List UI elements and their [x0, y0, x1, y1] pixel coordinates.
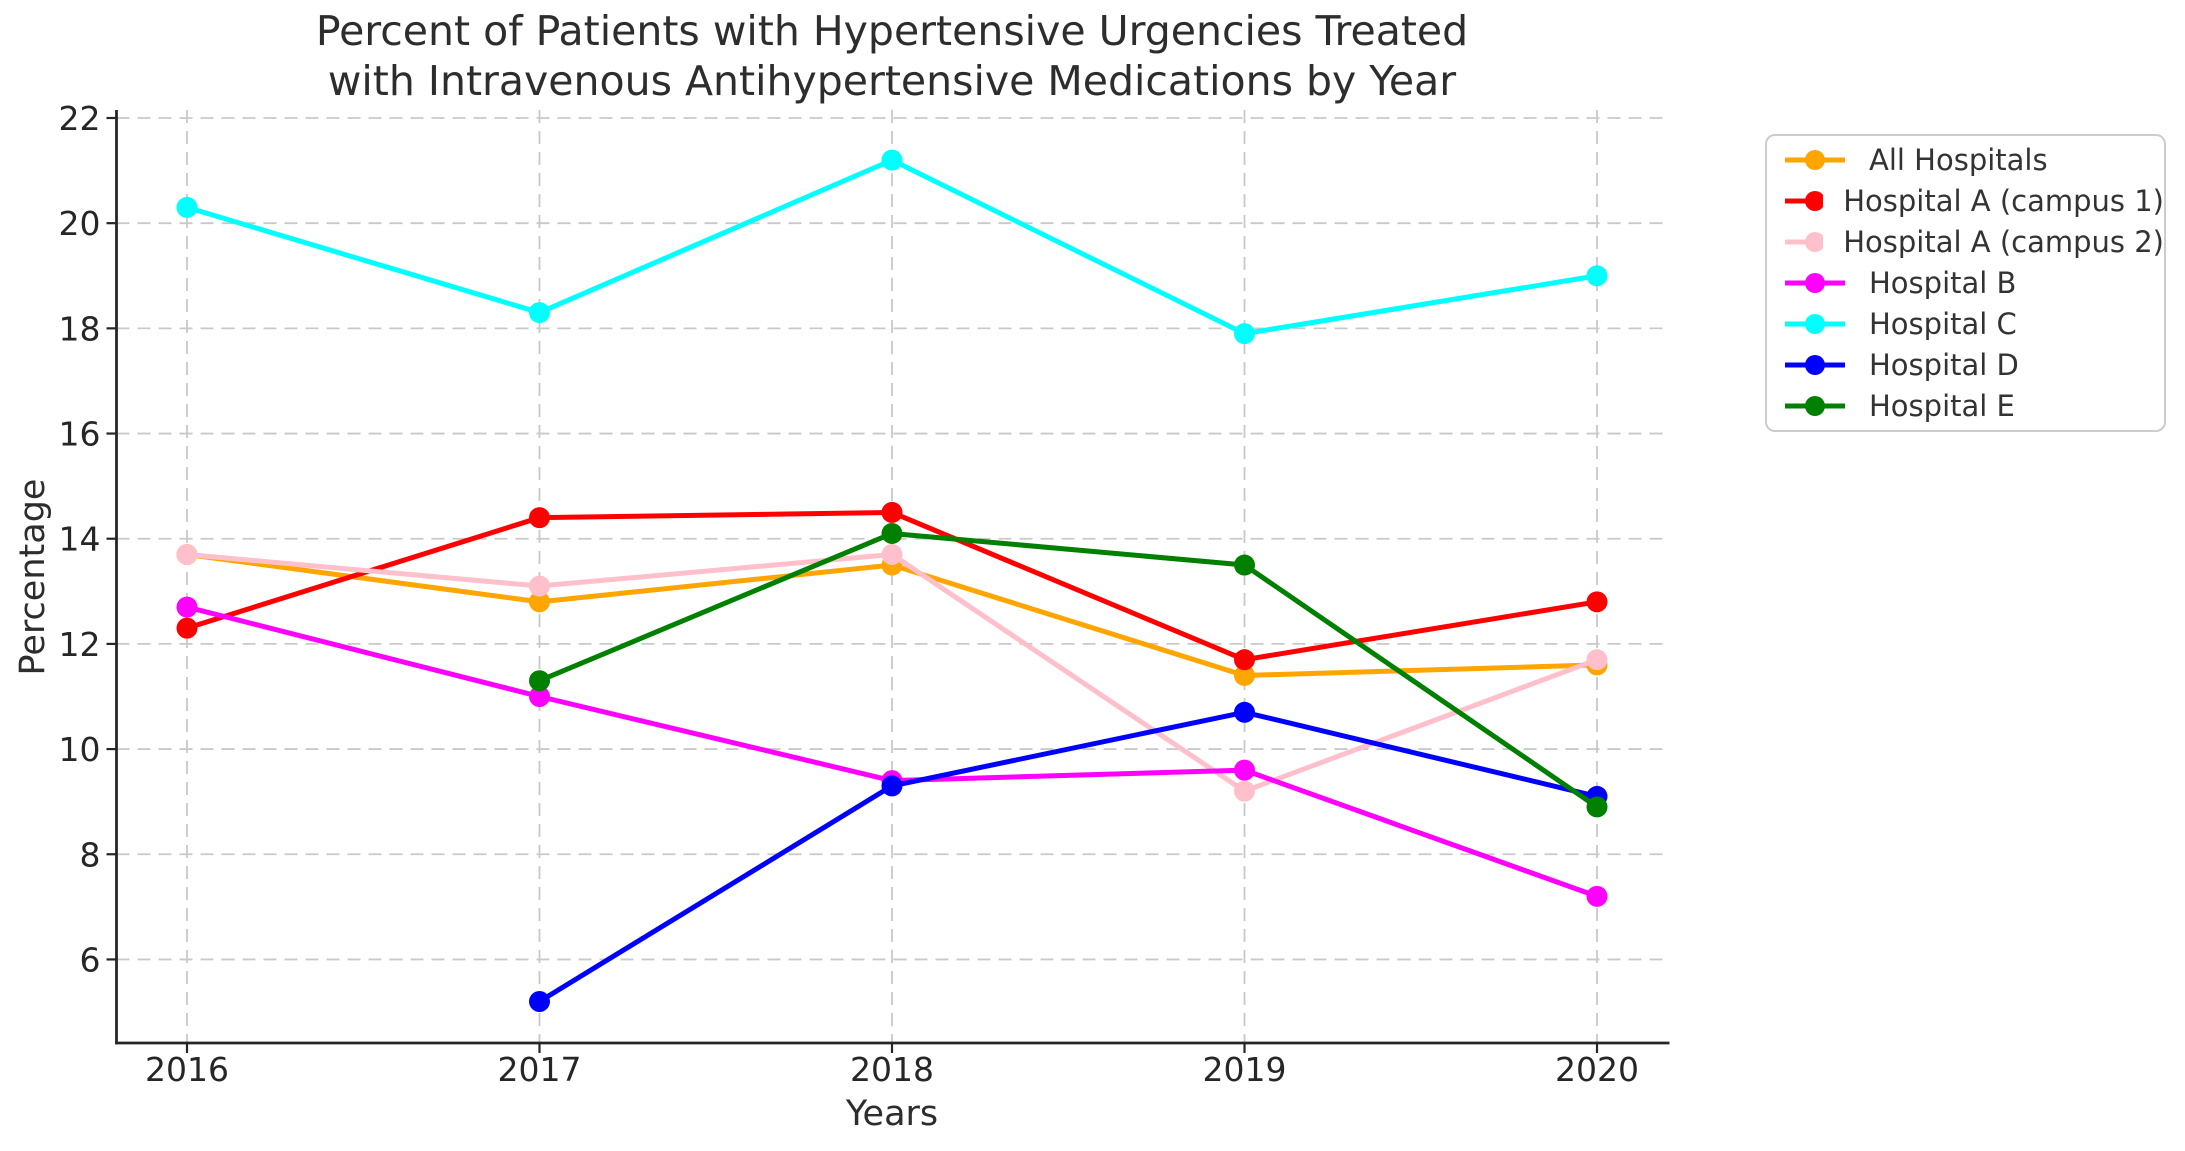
y-tick-label: 20 — [59, 204, 101, 243]
legend-label: Hospital B — [1869, 266, 2017, 300]
data-point-marker — [529, 302, 550, 324]
data-point-marker — [1586, 649, 1608, 671]
data-point-marker — [1234, 649, 1255, 671]
series-hospital-c — [176, 149, 1608, 345]
legend-item-hospital-c: Hospital C — [1781, 303, 2164, 344]
data-point-marker — [1586, 591, 1608, 613]
legend-swatch-marker — [1805, 395, 1825, 416]
legend-item-hospital-a-campus-2: Hospital A (campus 2) — [1781, 222, 2164, 263]
legend-item-all-hospitals: All Hospitals — [1781, 140, 2164, 181]
legend-item-hospital-e: Hospital E — [1781, 385, 2164, 426]
legend: All Hospitals Hospital A (campus 1) Hospit… — [1765, 134, 2166, 432]
data-point-marker — [1234, 701, 1255, 723]
data-point-marker — [529, 991, 550, 1013]
data-point-marker — [529, 507, 550, 529]
series-line — [537, 709, 1600, 1005]
data-point-marker — [881, 775, 903, 797]
data-point-marker — [881, 149, 903, 171]
y-axis-label: Percentage — [13, 478, 53, 676]
y-tick-label: 12 — [59, 625, 101, 664]
x-tick-label: 2020 — [1555, 1050, 1639, 1089]
legend-swatch-marker — [1805, 273, 1825, 293]
data-point-marker — [529, 670, 550, 692]
legend-label: All Hospitals — [1869, 143, 2048, 178]
legend-swatch-icon — [1785, 395, 1845, 416]
legend-swatch-icon — [1785, 354, 1845, 375]
data-point-marker — [1234, 664, 1255, 686]
legend-swatch-icon — [1785, 313, 1845, 334]
legend-swatch-marker — [1805, 150, 1825, 171]
series-hospital-a-campus-2 — [176, 543, 1608, 802]
legend-label: Hospital D — [1869, 347, 2019, 382]
data-point-marker — [1586, 885, 1608, 907]
data-point-marker — [176, 617, 198, 639]
chart-title: Percent of Patients with Hypertensive Ur… — [116, 6, 1668, 106]
x-tick-label: 2019 — [1203, 1050, 1287, 1089]
data-point-marker — [529, 591, 550, 613]
y-tick-label: 18 — [59, 309, 101, 348]
y-tick-label: 10 — [59, 730, 101, 769]
x-axis-label: Years — [845, 1094, 939, 1134]
data-point-marker — [881, 543, 903, 565]
data-point-marker — [1234, 780, 1255, 802]
data-point-marker — [1234, 554, 1255, 576]
legend-swatch-icon — [1785, 232, 1824, 253]
legend-item-hospital-b: Hospital B — [1781, 263, 2164, 304]
series-line — [537, 530, 1600, 810]
x-tick-label: 2016 — [145, 1050, 229, 1089]
data-point-marker — [1234, 323, 1255, 345]
legend-label: Hospital A (campus 1) — [1843, 184, 2164, 219]
data-point-marker — [1586, 796, 1608, 818]
data-point-marker — [1234, 759, 1255, 781]
data-point-marker — [529, 685, 550, 707]
chart-title-line-2: with Intravenous Antihypertensive Medica… — [327, 57, 1457, 105]
legend-swatch-marker — [1805, 313, 1825, 334]
legend-item-hospital-a-campus-1: Hospital A (campus 1) — [1781, 181, 2164, 222]
data-point-marker — [881, 501, 903, 523]
y-tick-label: 16 — [59, 415, 101, 454]
series-hospital-a-campus-1 — [176, 501, 1608, 671]
data-point-marker — [176, 196, 198, 218]
legend-label: Hospital C — [1869, 306, 2017, 341]
data-point-marker — [176, 543, 198, 565]
legend-swatch-icon — [1785, 150, 1845, 171]
chart-title-line-1: Percent of Patients with Hypertensive Ur… — [315, 7, 1469, 55]
data-point-marker — [176, 596, 198, 618]
axes: 6 8 10 12 14 16 18 20 22 2016 2017 2018 2019 2020 — [59, 99, 1670, 1089]
data-point-marker — [881, 522, 903, 544]
legend-label: Hospital E — [1869, 388, 2015, 423]
series-hospital-e — [529, 522, 1608, 818]
legend-swatch-icon — [1785, 273, 1845, 293]
data-point-marker — [1586, 265, 1608, 287]
legend-label: Hospital A (campus 2) — [1843, 225, 2164, 260]
legend-swatch-marker — [1805, 354, 1825, 375]
legend-swatch-marker — [1805, 232, 1824, 253]
x-tick-label: 2018 — [850, 1050, 934, 1089]
y-tick-label: 6 — [80, 940, 101, 979]
legend-item-hospital-d: Hospital D — [1781, 344, 2164, 385]
y-tick-label: 8 — [80, 835, 101, 874]
x-tick-label: 2017 — [498, 1050, 582, 1089]
y-tick-label: 14 — [59, 520, 101, 559]
data-point-marker — [529, 575, 550, 597]
legend-swatch-marker — [1805, 191, 1824, 212]
legend-swatch-icon — [1785, 191, 1824, 212]
y-tick-label: 22 — [59, 99, 101, 138]
